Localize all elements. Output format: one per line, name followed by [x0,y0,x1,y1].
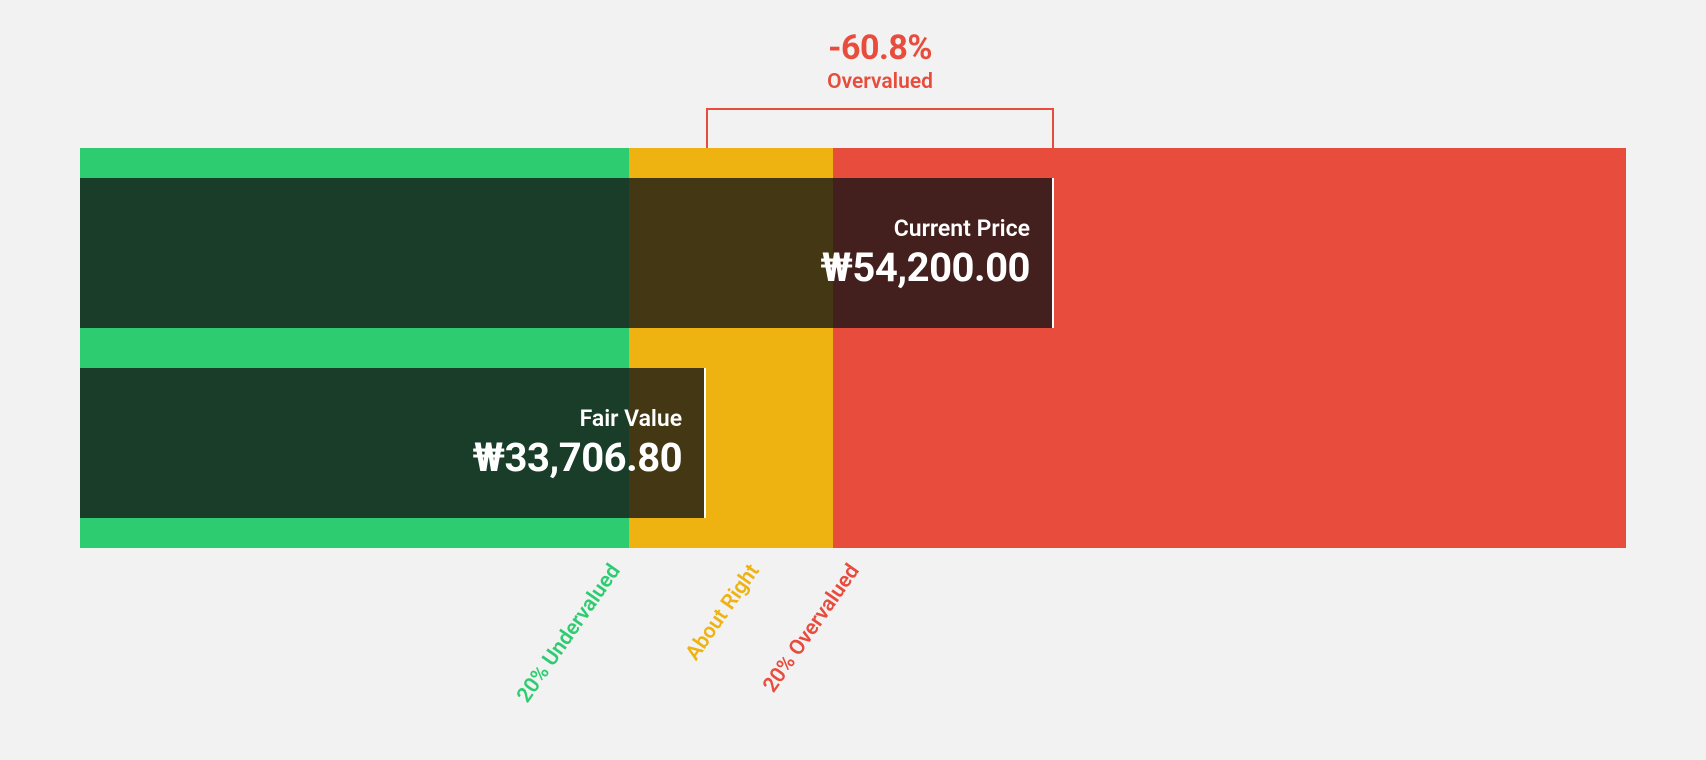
fair-value-value: ₩33,706.80 [473,434,683,481]
current-price-label: Current Price [894,215,1030,242]
axis-label-overvalued: 20% Overvalued [759,560,865,697]
header-percent: -60.8% [760,28,1000,68]
valuation-chart: -60.8% Overvalued Current Price ₩54,200.… [80,0,1626,760]
header-bracket [706,108,1054,148]
current-price-bar: Current Price ₩54,200.00 [80,178,1054,328]
current-price-value: ₩54,200.00 [820,244,1030,291]
header-block: -60.8% Overvalued [760,28,1000,94]
header-status: Overvalued [760,70,1000,94]
axis-label-undervalued: 20% Undervalued [512,560,625,707]
fair-value-label: Fair Value [580,405,683,432]
fair-value-bar: Fair Value ₩33,706.80 [80,368,706,518]
axis-label-about-right: About Right [681,560,764,665]
valuation-band: Current Price ₩54,200.00 Fair Value ₩33,… [80,148,1626,548]
